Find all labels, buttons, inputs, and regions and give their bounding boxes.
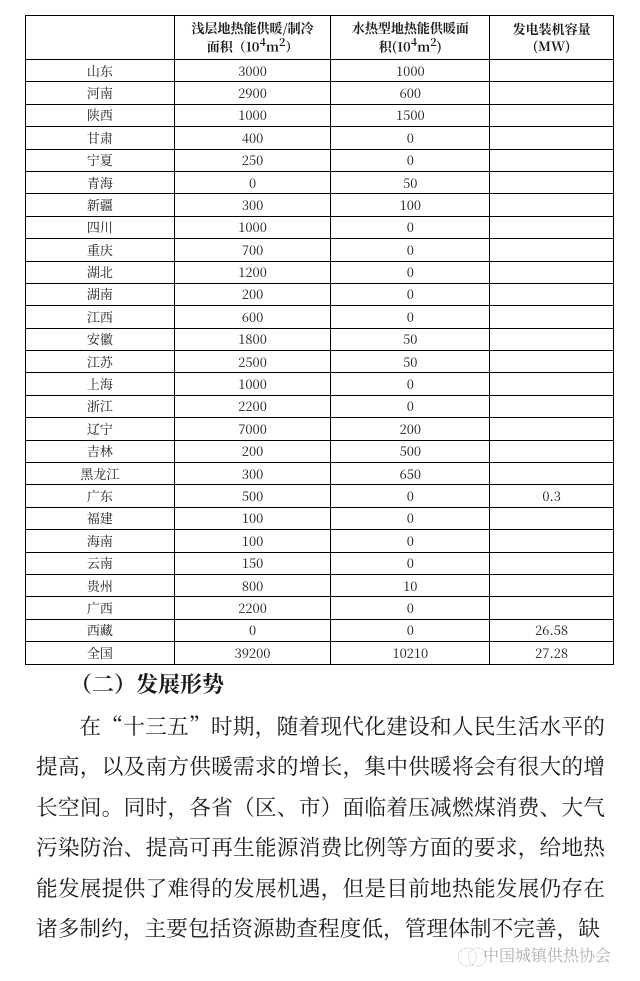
svg-text:中国城镇供热协会: 中国城镇供热协会 (483, 943, 611, 966)
